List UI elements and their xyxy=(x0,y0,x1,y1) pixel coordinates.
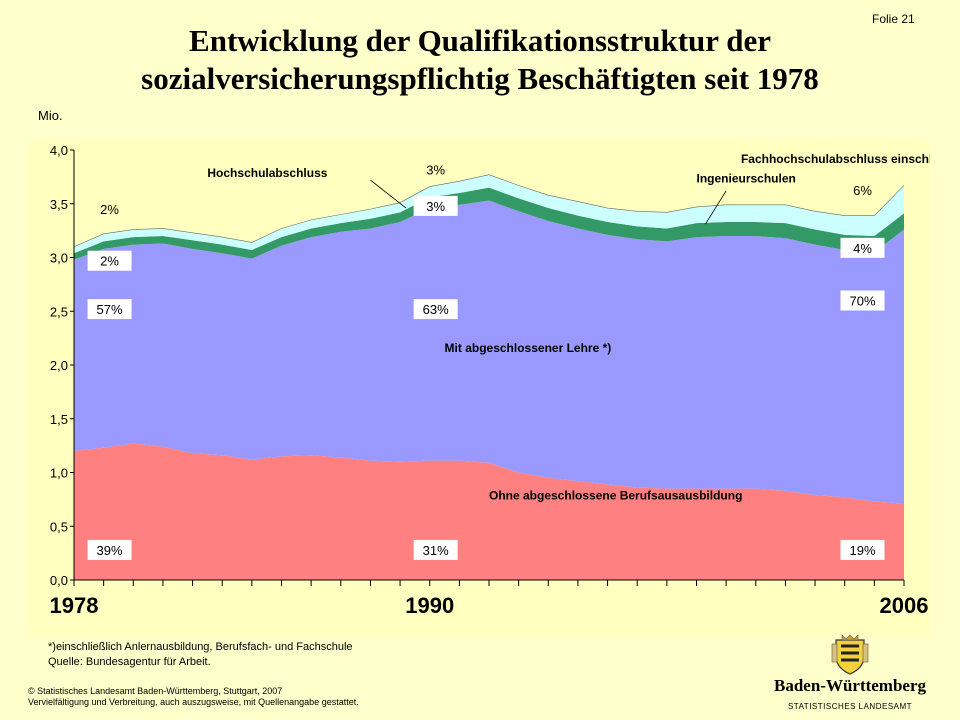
series-label: Mit abgeschlossener Lehre *) xyxy=(445,341,612,355)
data-label: 3% xyxy=(426,199,445,214)
slide-title: Entwicklung der Qualifikationsstruktur d… xyxy=(20,22,940,98)
data-label: 63% xyxy=(423,302,449,317)
y-tick-label: 2,0 xyxy=(50,358,68,373)
y-tick-label: 1,5 xyxy=(50,412,68,427)
data-label-box xyxy=(413,539,458,560)
area-top-outline xyxy=(73,174,905,248)
data-label-box xyxy=(413,195,458,216)
copyright-line-1: © Statistisches Landesamt Baden-Württemb… xyxy=(28,686,283,696)
title-line-2: sozialversicherungspflichtig Beschäftigt… xyxy=(141,61,819,96)
copyright: © Statistisches Landesamt Baden-Württemb… xyxy=(28,686,359,708)
leader-line xyxy=(370,179,407,209)
brand-subtitle: STATISTISCHES LANDESAMT xyxy=(787,702,913,711)
area-ohne-berufsausbildung xyxy=(74,443,904,580)
y-tick-label: 0,0 xyxy=(50,573,68,588)
data-label: 70% xyxy=(849,294,875,309)
area-hochschule xyxy=(74,174,904,254)
data-label: 4% xyxy=(853,241,872,256)
series-label: Fachhochschulabschluss einschl. xyxy=(741,152,930,166)
data-label: 19% xyxy=(849,543,875,558)
series-label: Hochschulabschluss xyxy=(207,166,327,180)
area-abgeschlossene-lehre xyxy=(74,200,904,504)
brand-name: Baden-Württemberg xyxy=(773,676,927,695)
series-label: Ohne abgeschlossene Berufsausausbildung xyxy=(489,488,742,502)
stacked-area-chart: 0,0 0,5 1,0 1,5 2,0 2,5 3,0 3,5 4,0 1978 1990 2006 O… xyxy=(50,143,930,618)
source-text: Quelle: Bundesagentur für Arbeit. xyxy=(48,656,211,668)
x-tick-label: 1990 xyxy=(405,593,454,618)
y-tick-label: 1,0 xyxy=(50,466,68,481)
data-label-box xyxy=(87,299,132,320)
data-label: 2% xyxy=(100,254,119,269)
slide-number: Folie 21 xyxy=(872,12,915,26)
data-label-box xyxy=(87,250,132,271)
data-label-box xyxy=(840,539,885,560)
copyright-line-2: Vervielfältigung und Verbreitung, auch a… xyxy=(28,697,359,707)
y-tick-label: 0,5 xyxy=(50,519,68,534)
data-label: 3% xyxy=(426,162,445,177)
title-line-1: Entwicklung der Qualifikationsstruktur d… xyxy=(189,23,771,58)
footnote-text: *)einschließlich Anlernausbildung, Beruf… xyxy=(48,641,353,653)
y-axis-unit: Mio. xyxy=(38,108,63,123)
data-label: 57% xyxy=(97,302,123,317)
x-tick-label: 2006 xyxy=(880,593,929,618)
footnote: *)einschließlich Anlernausbildung, Beruf… xyxy=(48,640,353,670)
coat-of-arms-icon xyxy=(831,634,869,675)
data-label-box xyxy=(413,299,458,320)
data-label-box xyxy=(840,237,885,258)
x-tick-label: 1978 xyxy=(50,593,99,618)
leader-line xyxy=(705,190,727,225)
data-label-box xyxy=(87,539,132,560)
y-tick-label: 4,0 xyxy=(50,143,68,158)
data-label: 39% xyxy=(97,543,123,558)
chart-area: 0,0 0,5 1,0 1,5 2,0 2,5 3,0 3,5 4,0 1978 1990 2006 O… xyxy=(28,140,930,636)
y-tick-label: 3,5 xyxy=(50,197,68,212)
data-label-box xyxy=(840,290,885,311)
area-fachhochschule xyxy=(74,187,904,260)
data-label: 31% xyxy=(423,543,449,558)
series-label: Ingenieurschulen xyxy=(697,171,796,185)
y-tick-label: 2,5 xyxy=(50,304,68,319)
data-label: 6% xyxy=(853,183,872,198)
y-tick-label: 3,0 xyxy=(50,251,68,266)
data-label: 2% xyxy=(100,202,119,217)
